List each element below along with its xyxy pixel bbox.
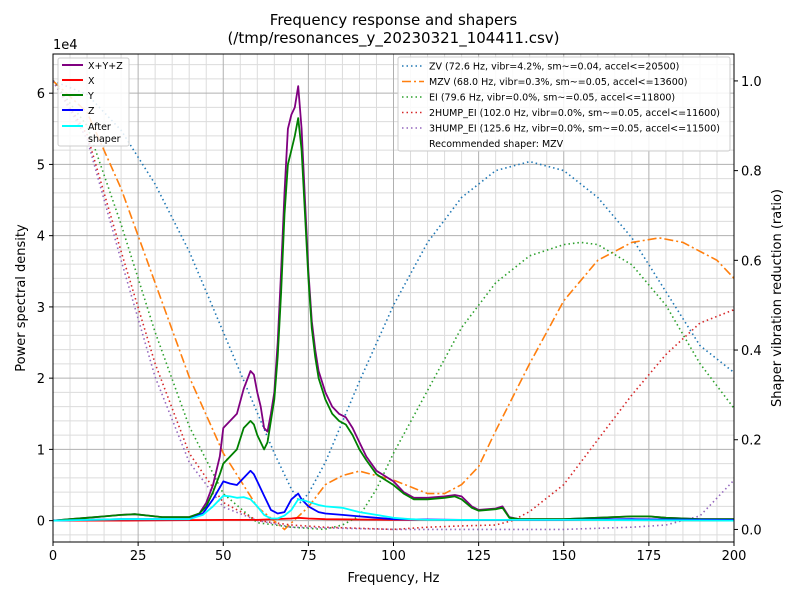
legend-label: After: [88, 122, 111, 133]
shaper-line-zv: [53, 80, 734, 504]
legend-label: Z: [88, 106, 95, 117]
recommended-shaper-note: Recommended shaper: MZV: [429, 139, 564, 150]
chart-subtitle: (/tmp/resonances_y_20230321_104411.csv): [227, 29, 559, 48]
x-tick-label: 125: [466, 549, 491, 564]
y-tick-label: 0: [37, 515, 45, 530]
psd-line-after-shaper: [53, 494, 734, 522]
psd-line-z: [53, 469, 734, 522]
y2-tick-label: 0.8: [741, 165, 762, 180]
y2-tick-label: 0.0: [741, 523, 762, 538]
x-axis-ticks: 0 25 50 75 100 125 150 175 200: [49, 542, 747, 564]
y2-tick-label: 0.2: [741, 434, 762, 449]
x-tick-label: 75: [300, 549, 317, 564]
chart-title: Frequency response and shapers: [270, 11, 518, 29]
shaper-legend-box: [397, 56, 731, 152]
shaper-line-ei: [53, 80, 734, 531]
y2-axis-ticks: 0.0 0.2 0.4 0.6 0.8 1.0: [734, 75, 762, 538]
x-tick-label: 0: [49, 549, 57, 564]
y-tick-label: 2: [37, 372, 45, 387]
legend-label: 2HUMP_EI (102.0 Hz, vibr=0.0%, sm~=0.05,…: [429, 108, 720, 119]
shaper-legend: ZV (72.6 Hz, vibr=4.2%, sm~=0.04, accel<…: [397, 56, 731, 152]
y-tick-label: 4: [37, 230, 45, 245]
y-axis-label: Power spectral density: [14, 224, 29, 372]
legend-label: MZV (68.0 Hz, vibr=0.3%, sm~=0.05, accel…: [429, 77, 688, 88]
psd-line-y: [53, 117, 734, 522]
legend-label: shaper: [88, 134, 121, 145]
y-tick-label: 3: [37, 301, 45, 316]
x-tick-label: 175: [636, 549, 661, 564]
y-axis-exponent: 1e4: [53, 38, 78, 53]
y-tick-label: 6: [37, 87, 45, 102]
y-axis-ticks: 0 1 2 3 4 5 6: [37, 87, 53, 530]
x-tick-label: 25: [130, 549, 147, 564]
shaper-line-2hump_ei: [53, 80, 734, 531]
legend-label: ZV (72.6 Hz, vibr=4.2%, sm~=0.04, accel<…: [429, 62, 679, 73]
y-tick-label: 5: [37, 158, 45, 173]
x-tick-label: 150: [551, 549, 576, 564]
legend-label: X+Y+Z: [88, 61, 123, 72]
legend-label: X: [88, 76, 95, 87]
y-tick-label: 1: [37, 443, 45, 458]
y2-tick-label: 0.6: [741, 254, 762, 269]
y2-axis-label: Shaper vibration reduction (ratio): [770, 189, 785, 407]
legend-label: EI (79.6 Hz, vibr=0.0%, sm~=0.05, accel<…: [429, 93, 675, 104]
plot-lines: [53, 80, 734, 531]
legend-label: 3HUMP_EI (125.6 Hz, vibr=0.0%, sm~=0.05,…: [429, 124, 720, 135]
shaper-line-mzv: [53, 80, 734, 531]
y2-tick-label: 0.4: [741, 344, 762, 359]
x-tick-label: 100: [381, 549, 406, 564]
x-tick-label: 50: [215, 549, 232, 564]
y2-tick-label: 1.0: [741, 75, 762, 90]
legend-label: Y: [87, 91, 94, 102]
x-axis-label: Frequency, Hz: [347, 571, 439, 586]
x-tick-label: 200: [722, 549, 747, 564]
